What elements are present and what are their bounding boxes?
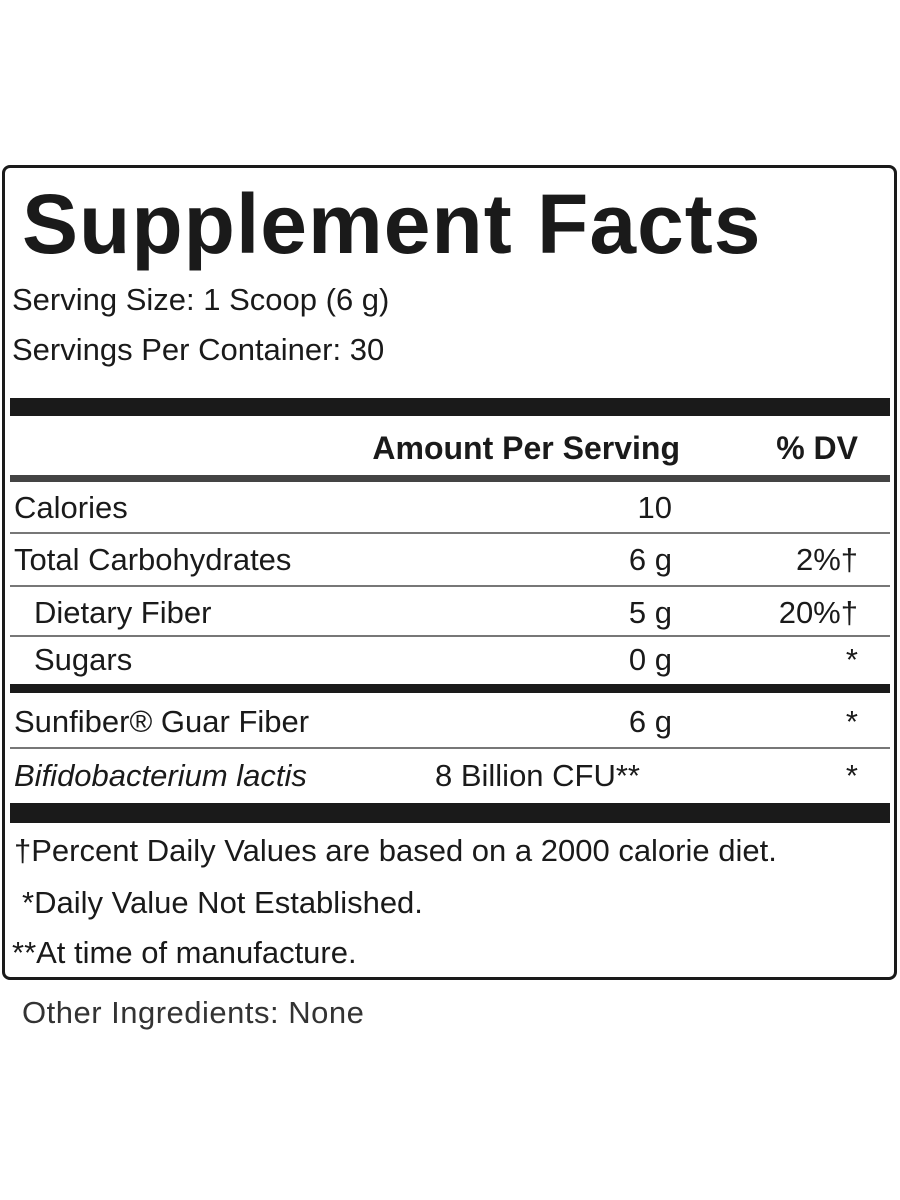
thick-bar [10,398,890,416]
footnote: †Percent Daily Values are based on a 200… [14,833,777,868]
nutrient-name: Dietary Fiber [34,595,212,630]
nutrient-amount: 10 [637,490,672,525]
nutrient-name: Sunfiber® Guar Fiber [14,704,310,739]
footnote: **At time of manufacture. [12,935,357,970]
footnote: *Daily Value Not Established. [22,885,423,920]
row-rule [10,585,890,587]
other-ingredients: Other Ingredients: None [22,995,365,1030]
nutrient-dv: 2%† [795,542,858,577]
nutrient-dv: * [845,704,858,739]
nutrient-name: Total Carbohydrates [14,542,292,577]
nutrient-name: Bifidobacterium lactis [14,758,307,793]
nutrient-amount: 6 g [628,704,672,739]
nutrient-dv: * [845,758,858,793]
row-rule [10,747,890,749]
row-rule [10,635,890,637]
amount-header: Amount Per Serving [372,430,680,466]
nutrient-amount: 0 g [628,642,672,677]
nutrient-name: Calories [14,490,128,525]
thick-bar [10,803,890,823]
servings-per-container: Servings Per Container: 30 [12,332,385,367]
nutrient-dv: 20%† [778,595,858,630]
nutrient-amount: 5 g [628,595,672,630]
serving-size: Serving Size: 1 Scoop (6 g) [12,282,390,317]
nutrient-amount: 6 g [628,542,672,577]
section-bar [10,684,890,693]
nutrient-dv: * [845,642,858,677]
nutrient-name: Sugars [34,642,133,677]
row-rule [10,532,890,534]
label-box [2,165,897,980]
nutrient-amount: 8 Billion CFU** [434,758,640,793]
header-bar [10,475,890,482]
dv-header: % DV [776,430,858,466]
title: Supplement Facts [22,177,762,271]
